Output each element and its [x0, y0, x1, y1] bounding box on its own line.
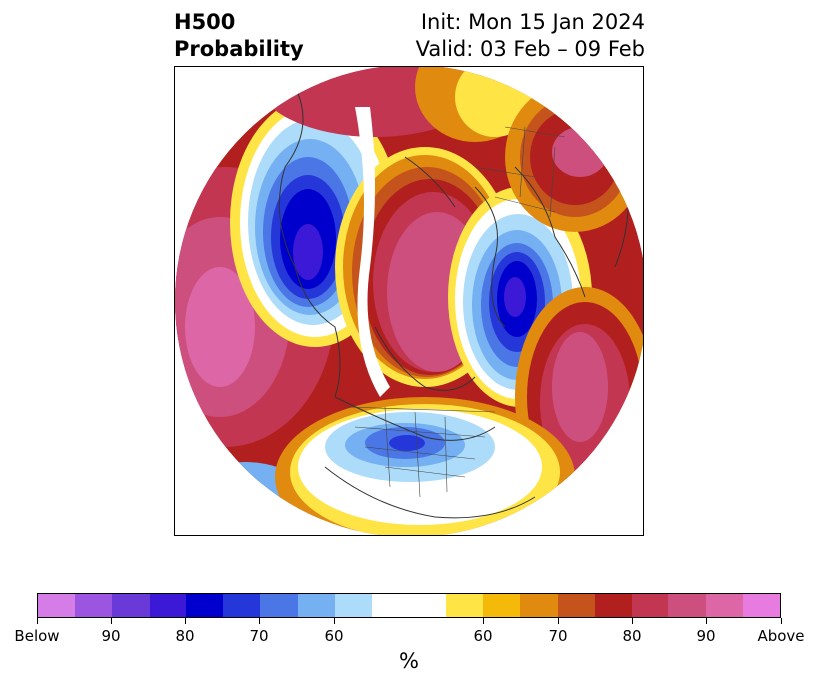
- date-info: Init: Mon 15 Jan 2024 Valid: 03 Feb – 09…: [416, 9, 645, 63]
- colorbar-tick: [558, 618, 559, 624]
- colorbar-segment: [668, 594, 707, 617]
- colorbar-segment: [111, 594, 150, 617]
- colorbar-tick: [185, 618, 186, 624]
- colorbar-tick-label: 70: [548, 627, 568, 645]
- colorbar-tick-label: 70: [249, 627, 269, 645]
- colorbar-tick: [37, 618, 38, 624]
- colorbar-segment: [371, 594, 410, 617]
- colorbar-segment: [297, 594, 335, 617]
- chart-title: H500 Probability: [174, 9, 304, 63]
- polar-map: [175, 67, 643, 535]
- valid-range: Valid: 03 Feb – 09 Feb: [415, 37, 645, 61]
- colorbar-segment: [743, 594, 780, 617]
- colorbar-segment: [223, 594, 261, 617]
- colorbar-tick-label: 80: [622, 627, 642, 645]
- colorbar-tick: [334, 618, 335, 624]
- colorbar-segment: [631, 594, 669, 617]
- colorbar-segment: [74, 594, 112, 617]
- colorbar: [37, 593, 781, 618]
- colorbar-tick: [111, 618, 112, 624]
- colorbar-tick: [781, 618, 782, 624]
- colorbar-segment: [483, 594, 520, 617]
- colorbar-tick-label: 60: [324, 627, 344, 645]
- colorbar-segment: [594, 594, 632, 617]
- colorbar-segment: [260, 594, 298, 617]
- probability-field: [175, 67, 643, 535]
- colorbar-segment: [557, 594, 595, 617]
- colorbar-segment: [519, 594, 558, 617]
- map-panel: [174, 66, 644, 536]
- colorbar-segment: [186, 594, 224, 617]
- title-line-1: H500: [174, 10, 236, 34]
- colorbar-segment: [38, 594, 75, 617]
- colorbar-segment: [334, 594, 372, 617]
- colorbar-tick-label: Above: [757, 627, 805, 645]
- borders: [344, 126, 566, 498]
- colorbar-unit: %: [399, 649, 419, 673]
- colorbar-tick-label: 90: [101, 627, 121, 645]
- init-date: Init: Mon 15 Jan 2024: [420, 10, 645, 34]
- title-line-2: Probability: [174, 37, 304, 61]
- colorbar-segment: [446, 594, 484, 617]
- colorbar-segment: [149, 594, 187, 617]
- colorbar-tick-label: 60: [473, 627, 493, 645]
- colorbar-segment: [409, 594, 447, 617]
- colorbar-tick: [706, 618, 707, 624]
- colorbar-segment: [706, 594, 744, 617]
- colorbar-tick: [483, 618, 484, 624]
- colorbar-tick-label: 90: [696, 627, 716, 645]
- colorbar-tick: [632, 618, 633, 624]
- colorbar-tick-label: 80: [175, 627, 195, 645]
- colorbar-tick-label: Below: [14, 627, 60, 645]
- colorbar-tick: [259, 618, 260, 624]
